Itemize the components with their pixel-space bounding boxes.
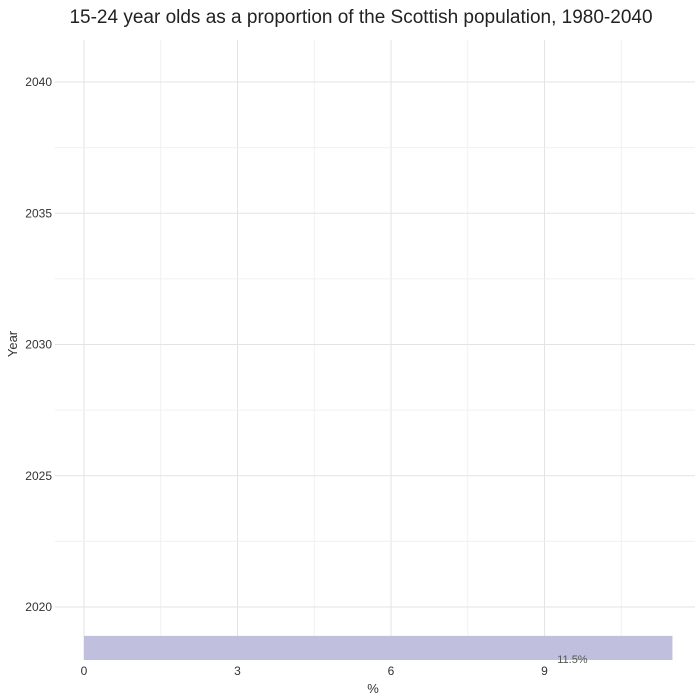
y-tick-label: 2040 (25, 75, 52, 89)
x-tick-label: 9 (541, 664, 548, 678)
y-tick-label: 2020 (25, 600, 52, 614)
x-axis-label: % (367, 681, 379, 696)
y-tick-label: 2030 (25, 338, 52, 352)
x-tick-label: 6 (388, 664, 395, 678)
y-tick-label: 2035 (25, 206, 52, 220)
y-tick-label: 2025 (25, 469, 52, 483)
x-tick-label: 3 (234, 664, 241, 678)
y-axis-ticks: 2020 2025 2030 2035 2040 (25, 75, 52, 614)
bar-2018 (84, 635, 673, 660)
bar-label-2018: 11.5% (557, 654, 588, 666)
grid (55, 40, 695, 660)
y-axis-label: Year (5, 330, 20, 357)
chart-title: 15-24 year olds as a proportion of the S… (69, 7, 652, 28)
x-axis-ticks: 0 3 6 9 (81, 664, 549, 678)
x-tick-label: 0 (81, 664, 88, 678)
bars: 11.5% (84, 635, 673, 666)
